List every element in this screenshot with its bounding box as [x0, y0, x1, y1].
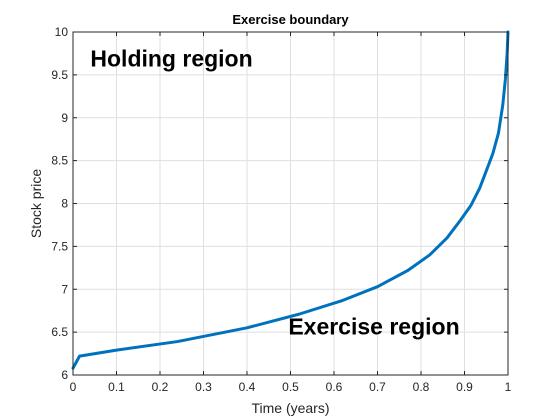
y-tick-labels: 6 6.5 7 7.5 8 8.5 9 9.5 10 — [51, 25, 68, 382]
x-tick-label: 0 — [70, 380, 77, 394]
x-tick-labels: 0 0.1 0.2 0.3 0.4 0.5 0.6 0.7 0.8 0.9 1 — [70, 380, 512, 394]
boundary-line — [71, 30, 510, 370]
chart-title: Exercise boundary — [232, 12, 349, 27]
series-group — [71, 30, 510, 370]
region-annotation: Exercise region — [288, 314, 459, 340]
x-tick-label: 0.5 — [282, 380, 299, 394]
x-tick-label: 1 — [505, 380, 512, 394]
region-annotation: Holding region — [90, 45, 252, 71]
y-tick-label: 10 — [55, 25, 69, 39]
x-tick-label: 0.8 — [413, 380, 430, 394]
tick-marks — [72, 31, 509, 376]
y-axis-label: Stock price — [28, 169, 44, 238]
x-tick-label: 0.1 — [108, 380, 125, 394]
x-tick-label: 0.2 — [152, 380, 169, 394]
x-tick-label: 0.7 — [369, 380, 386, 394]
x-axis-label: Time (years) — [251, 400, 329, 416]
y-tick-label: 8.5 — [51, 154, 68, 168]
y-tick-label: 8 — [61, 197, 68, 211]
y-tick-label: 7 — [61, 282, 68, 296]
y-tick-label: 9 — [61, 111, 68, 125]
y-tick-label: 6.5 — [51, 325, 68, 339]
y-tick-label: 7.5 — [51, 239, 68, 253]
x-tick-label: 0.4 — [239, 380, 256, 394]
x-tick-label: 0.9 — [456, 380, 473, 394]
x-tick-label: 0.3 — [195, 380, 212, 394]
annotations-group: Holding region Exercise region — [90, 45, 459, 339]
x-tick-label: 0.6 — [326, 380, 343, 394]
y-tick-label: 9.5 — [51, 68, 68, 82]
y-tick-label: 6 — [61, 368, 68, 382]
